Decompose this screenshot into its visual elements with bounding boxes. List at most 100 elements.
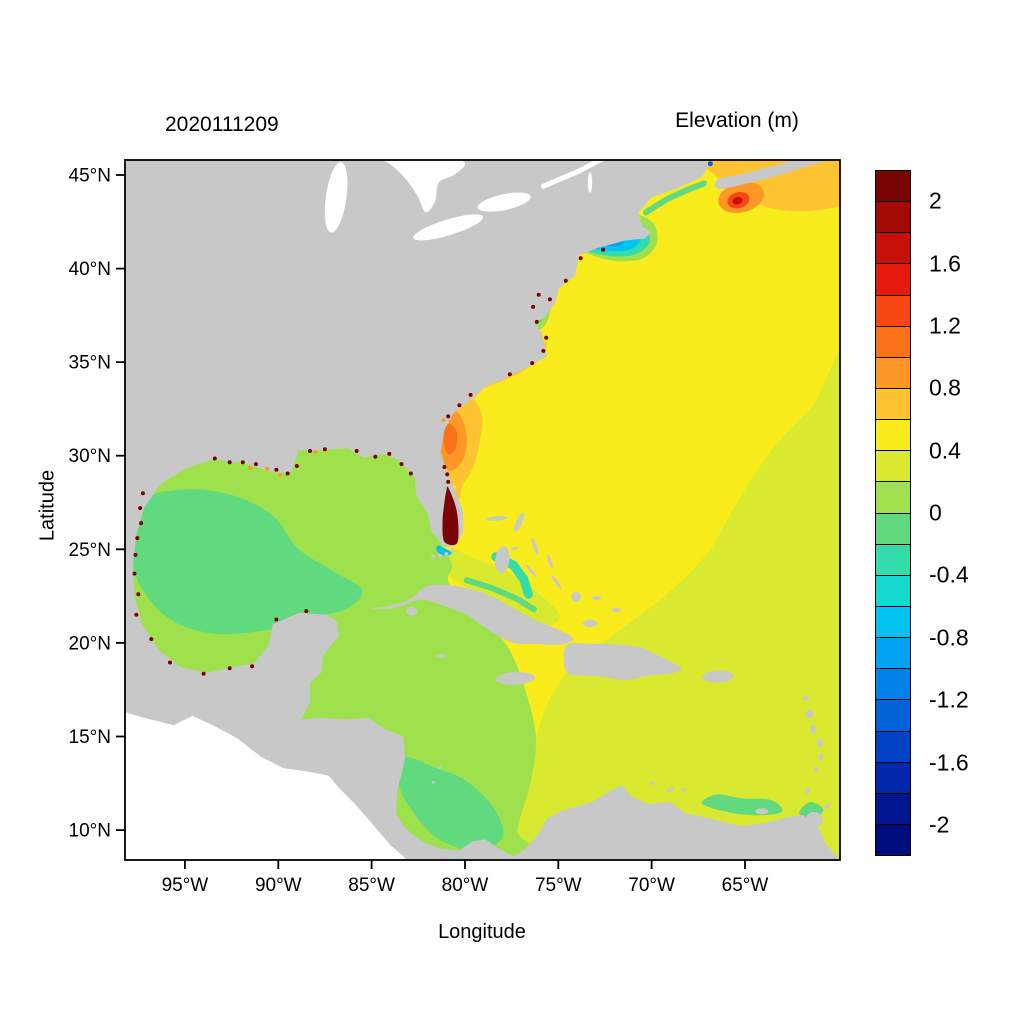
colorbar-cell	[876, 823, 910, 856]
grand-cayman	[436, 654, 448, 658]
y-tick-label: 15°N	[69, 727, 111, 748]
coastal-highwater-speckles	[240, 460, 245, 465]
coastal-highwater-speckles	[135, 536, 140, 541]
north-america-land	[125, 160, 840, 860]
cat-island	[546, 554, 553, 569]
colorbar-tick-label: 0	[929, 499, 942, 526]
puerto-rico	[702, 670, 734, 683]
colorbar-cell	[876, 387, 910, 420]
dominica	[810, 724, 816, 734]
coastal-highwater-speckles	[534, 319, 539, 324]
colorbar-cell	[876, 792, 910, 824]
hispaniola	[563, 643, 682, 681]
antigua	[803, 695, 809, 701]
long-island-bahamas	[551, 575, 562, 589]
y-tick-label: 35°N	[69, 353, 111, 374]
margarita	[755, 808, 769, 815]
great-inagua	[582, 619, 598, 627]
coastal-orange-speckles	[278, 473, 283, 478]
coastal-highwater-speckles	[387, 451, 392, 456]
martinique	[816, 738, 823, 748]
colorbar-cell	[876, 263, 910, 295]
springgreen-southwest-caribbean	[397, 756, 504, 851]
cuba	[372, 584, 574, 645]
lake-champlain	[587, 172, 593, 193]
coastal-highwater-speckles	[304, 609, 309, 614]
red-nova-scotia-center	[732, 196, 743, 205]
florida-keys	[437, 553, 442, 558]
y-tick-label: 20°N	[69, 633, 111, 654]
colorbar-cell	[876, 356, 910, 388]
coastal-highwater-speckles	[399, 462, 404, 467]
colorbar-cell	[876, 574, 910, 606]
colorbar-tick-label: -0.4	[929, 561, 969, 588]
colorbar-cell	[876, 325, 910, 357]
tobago	[823, 804, 831, 810]
bonaire	[680, 787, 686, 792]
x-axis-title: Longitude	[438, 921, 526, 943]
isla-juventud	[406, 606, 418, 616]
colorbar-tick-label: 1.6	[929, 250, 961, 276]
coastal-orange-speckles	[313, 450, 318, 454]
coastal-highwater-speckles	[445, 472, 450, 477]
coastal-highwater-speckles	[536, 292, 541, 297]
nova-scotia	[714, 160, 829, 190]
aruba	[650, 781, 656, 786]
coastal-highwater-speckles	[136, 592, 141, 597]
trinidad	[805, 811, 823, 828]
st-vincent	[814, 766, 818, 773]
y-tick-label: 30°N	[69, 446, 111, 467]
eleuthera	[531, 537, 539, 556]
coastal-highwater-speckles	[442, 465, 447, 469]
lake-erie	[413, 214, 484, 241]
coastal-highwater-speckles	[408, 471, 413, 476]
darkred-florida-lagoons	[442, 486, 459, 546]
plot-border	[124, 159, 841, 861]
guadeloupe	[805, 710, 814, 718]
coastal-highwater-speckles	[133, 552, 138, 557]
yellowgreen-southeast	[494, 350, 840, 860]
colorbar-cell	[876, 668, 910, 700]
springgreen-gulf-interior	[133, 489, 363, 635]
colorbar-cell	[876, 232, 910, 264]
orange-gulf-of-maine	[692, 160, 840, 212]
plot-title-datestamp: 2020111209	[165, 113, 279, 136]
coastal-highwater-speckles	[446, 414, 451, 419]
coastal-highwater-speckles	[253, 462, 258, 467]
deeporange-southeast-core	[443, 423, 458, 455]
jamaica	[495, 672, 535, 685]
coastal-highwater-speckles	[227, 460, 232, 465]
colorbar-cell	[876, 699, 910, 731]
coastal-highwater-speckles	[322, 447, 327, 452]
coastal-highwater-speckles	[212, 456, 217, 461]
coastal-highwater-speckles	[138, 506, 143, 511]
coastal-highwater-speckles	[531, 304, 536, 309]
new-providence	[511, 546, 518, 551]
colorbar-cell	[876, 171, 910, 202]
colorbar-tick-label: 2	[929, 187, 942, 214]
coastal-highwater-speckles	[544, 335, 549, 340]
lake-michigan	[324, 162, 348, 233]
plot-title-elevation: Elevation (m)	[675, 109, 799, 132]
coastal-orange-speckles	[441, 418, 446, 423]
coastal-highwater-speckles	[294, 464, 299, 468]
coastal-highwater-speckles	[168, 660, 172, 665]
coastal-highwater-speckles	[578, 256, 583, 261]
colorbar-cell	[876, 294, 910, 326]
coastal-highwater-speckles	[354, 449, 359, 453]
x-tick-label: 90°W	[255, 875, 302, 896]
mayaguana	[592, 595, 602, 601]
coastal-orange-speckles	[447, 461, 452, 466]
colorbar-cell	[876, 543, 910, 575]
colorbar-cell	[876, 450, 910, 482]
abaco	[513, 512, 525, 532]
x-tick-label: 75°W	[535, 875, 582, 896]
coastal-highwater-speckles	[507, 372, 512, 377]
coastal-highwater-speckles	[274, 617, 279, 622]
offshore-islets	[431, 780, 435, 784]
colorbar-tick-label: 1.2	[929, 312, 961, 339]
x-tick-label: 95°W	[162, 875, 209, 896]
coastal-orange-speckles	[248, 465, 253, 470]
